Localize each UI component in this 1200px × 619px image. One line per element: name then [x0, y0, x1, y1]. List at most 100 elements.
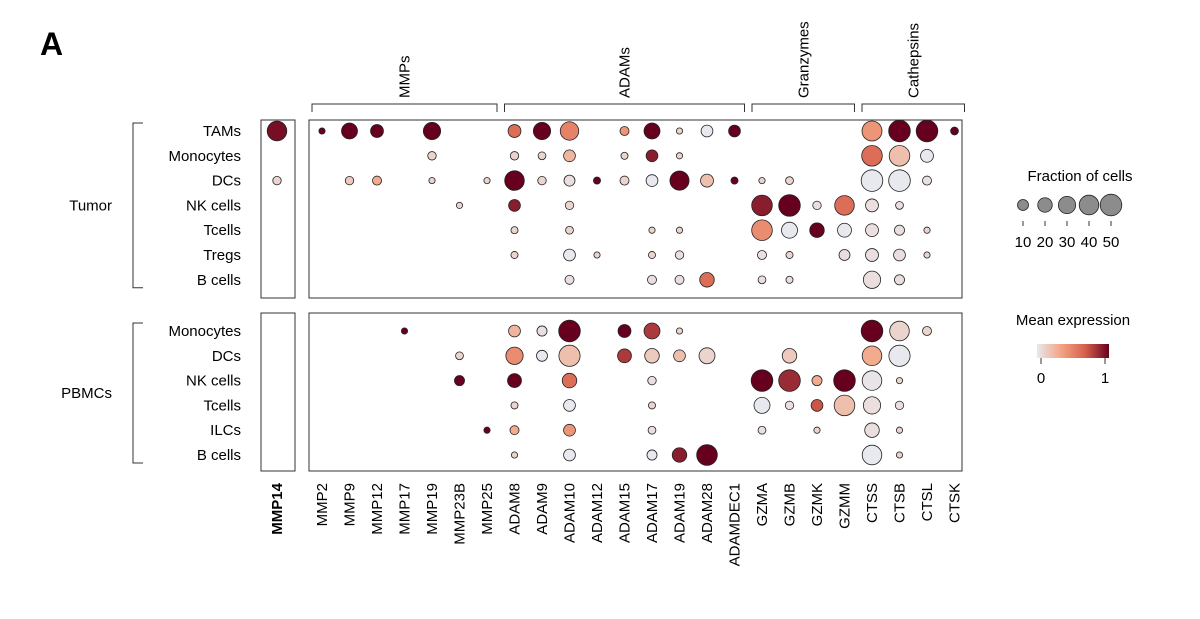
dot-pbmcs-dcs-gzmb — [781, 348, 798, 364]
dot-pbmcs-ilcs-ctsb — [895, 426, 904, 434]
col-label-ctsl: CTSL — [919, 483, 936, 521]
column-labels: MMP14 MMP2 MMP9 MMP12 MMP17 MMP19 MMP23B MMP25 A… — [269, 482, 964, 566]
dot-pbmcs-dcs-adam17 — [644, 348, 660, 364]
dot-tumor-tams-adam19 — [675, 127, 684, 135]
dot-tumor-tcells-ctss — [865, 223, 879, 238]
dot-tumor-dcs-adam28 — [700, 173, 714, 188]
size-legend-dot-10 — [1017, 199, 1029, 211]
dot-tumor-tams-adam10 — [559, 121, 580, 141]
row-group-label-tumor: Tumor — [69, 197, 112, 214]
color-legend-max-label: 1 — [1101, 370, 1109, 387]
row-label-tumor-tregs: Tregs — [203, 247, 241, 264]
dot-tumor-dcs-adamdec1 — [730, 176, 739, 185]
dot-tumor-dcs-ctss — [860, 169, 884, 192]
col-label-adam17: ADAM17 — [644, 483, 661, 543]
color-legend: Mean expression 0 1 — [1016, 312, 1130, 387]
dot-tumor-tregs-gzma — [757, 250, 767, 260]
row-label-tumor-nk-cells: NK cells — [186, 197, 241, 214]
dot-tumor-tams-adam15 — [619, 126, 630, 136]
dot-tumor-dcs-gzma — [758, 177, 766, 185]
dot-pbmcs-ilcs-adam8 — [509, 425, 520, 436]
dot-tumor-dcs-adam10 — [563, 174, 576, 187]
row-label-tumor-monocytes: Monocytes — [168, 148, 241, 165]
dot-tumor-tcells-adam10 — [565, 225, 574, 235]
size-legend: Fraction of cells 10 20 30 40 50 — [1015, 168, 1133, 251]
dot-pbmcs-dcs-ctss — [861, 345, 883, 366]
size-legend-dot-40 — [1078, 194, 1100, 216]
dot-pbmcs-monocytes-ctsb — [889, 320, 910, 342]
dot-pbmcs-b-cells-adam8 — [510, 451, 519, 459]
size-legend-label-30: 30 — [1059, 234, 1076, 251]
dot-tumor-monocytes-ctsl — [920, 148, 934, 163]
dot-tumor-b-cells-ctsb — [894, 274, 905, 286]
dot-tumor-dcs-adam9 — [537, 175, 547, 186]
row-labels: TAMs Monocytes DCs NK cells Tcells Tregs B cel… — [61, 122, 241, 464]
dot-tumor-dcs-mmp14 — [272, 175, 282, 186]
col-label-adam19: ADAM19 — [672, 483, 689, 543]
dot-tumor-dcs-gzmb — [785, 176, 794, 185]
dot-tumor-tcells-ctsl — [923, 226, 931, 234]
dot-pbmcs-b-cells-adam19 — [671, 447, 688, 463]
row-label-tumor-b-cells: B cells — [197, 272, 241, 289]
dot-tumor-dcs-mmp12 — [372, 175, 382, 186]
row-bracket-tumor — [132, 122, 143, 289]
col-label-gzmm: GZMM — [837, 483, 854, 529]
dot-pbmcs-tcells-adam8 — [510, 401, 519, 410]
dot-tumor-nk-cells-mmp23b — [455, 201, 464, 209]
dot-tumor-tcells-gzmk — [809, 222, 825, 238]
col-label-mmp19: MMP19 — [424, 483, 441, 535]
col-label-mmp12: MMP12 — [369, 483, 386, 535]
bracket-adams — [504, 103, 745, 112]
row-label-tumor-tams: TAMs — [203, 123, 241, 140]
dot-tumor-tregs-gzmb — [785, 251, 794, 259]
col-label-mmp17: MMP17 — [397, 483, 414, 535]
frame-main-1 — [308, 312, 963, 472]
dot-tumor-tams-ctsl — [915, 119, 939, 143]
dot-pbmcs-ilcs-adam17 — [647, 425, 657, 435]
dot-tumor-nk-cells-adam10 — [564, 200, 575, 211]
dot-pbmcs-b-cells-adam17 — [646, 449, 658, 461]
dot-pbmcs-ilcs-mmp25 — [483, 426, 491, 434]
dot-tumor-tcells-adam19 — [675, 226, 684, 234]
dot-tumor-b-cells-adam19 — [674, 274, 685, 285]
row-label-pbmcs-tcells: Tcells — [203, 397, 241, 414]
col-label-gzmk: GZMK — [809, 483, 826, 526]
dot-pbmcs-nk-cells-mmp23b — [454, 375, 465, 387]
dot-pbmcs-monocytes-ctss — [860, 319, 884, 343]
dots — [266, 119, 959, 466]
dot-tumor-tregs-adam12 — [593, 251, 601, 259]
dot-tumor-dcs-adam17 — [645, 174, 659, 187]
dot-pbmcs-dcs-adam28 — [698, 347, 716, 365]
col-label-mmp25: MMP25 — [479, 483, 496, 535]
dot-pbmcs-tcells-gzmb — [784, 400, 795, 411]
dot-tumor-dcs-mmp25 — [483, 177, 491, 185]
gene-group-label-granzymes: Granzymes — [795, 21, 812, 98]
panel-label: A — [40, 26, 63, 62]
bracket-mmps — [311, 103, 498, 112]
frame-mmp14-0 — [260, 119, 296, 299]
dot-tumor-monocytes-adam9 — [537, 151, 547, 161]
dot-tumor-tams-mmp19 — [422, 121, 442, 141]
dot-pbmcs-dcs-adam10 — [558, 344, 581, 367]
dot-tumor-tregs-adam17 — [648, 251, 656, 259]
col-label-adam8: ADAM8 — [507, 483, 524, 535]
dot-tumor-tcells-gzmb — [781, 221, 798, 239]
dot-tumor-tams-ctsb — [888, 119, 911, 143]
col-label-adam15: ADAM15 — [617, 483, 634, 543]
size-legend-label-40: 40 — [1081, 234, 1098, 251]
dot-pbmcs-tcells-adam10 — [563, 399, 576, 412]
dot-pbmcs-dcs-mmp23b — [455, 351, 464, 361]
row-label-pbmcs-ilcs: ILCs — [210, 422, 241, 439]
col-label-mmp14: MMP14 — [269, 482, 286, 534]
col-label-mmp2: MMP2 — [314, 483, 331, 526]
dot-tumor-tregs-adam8 — [510, 251, 519, 259]
dot-pbmcs-tcells-adam17 — [648, 401, 656, 410]
dot-tumor-nk-cells-gzmb — [778, 194, 801, 217]
dot-tumor-tregs-ctsl — [923, 251, 931, 259]
col-label-mmp9: MMP9 — [342, 483, 359, 526]
dot-pbmcs-nk-cells-adam17 — [647, 375, 657, 386]
dot-pbmcs-nk-cells-gzmk — [811, 375, 823, 387]
dot-tumor-monocytes-adam15 — [620, 151, 629, 160]
dot-tumor-dcs-adam8 — [504, 170, 525, 191]
